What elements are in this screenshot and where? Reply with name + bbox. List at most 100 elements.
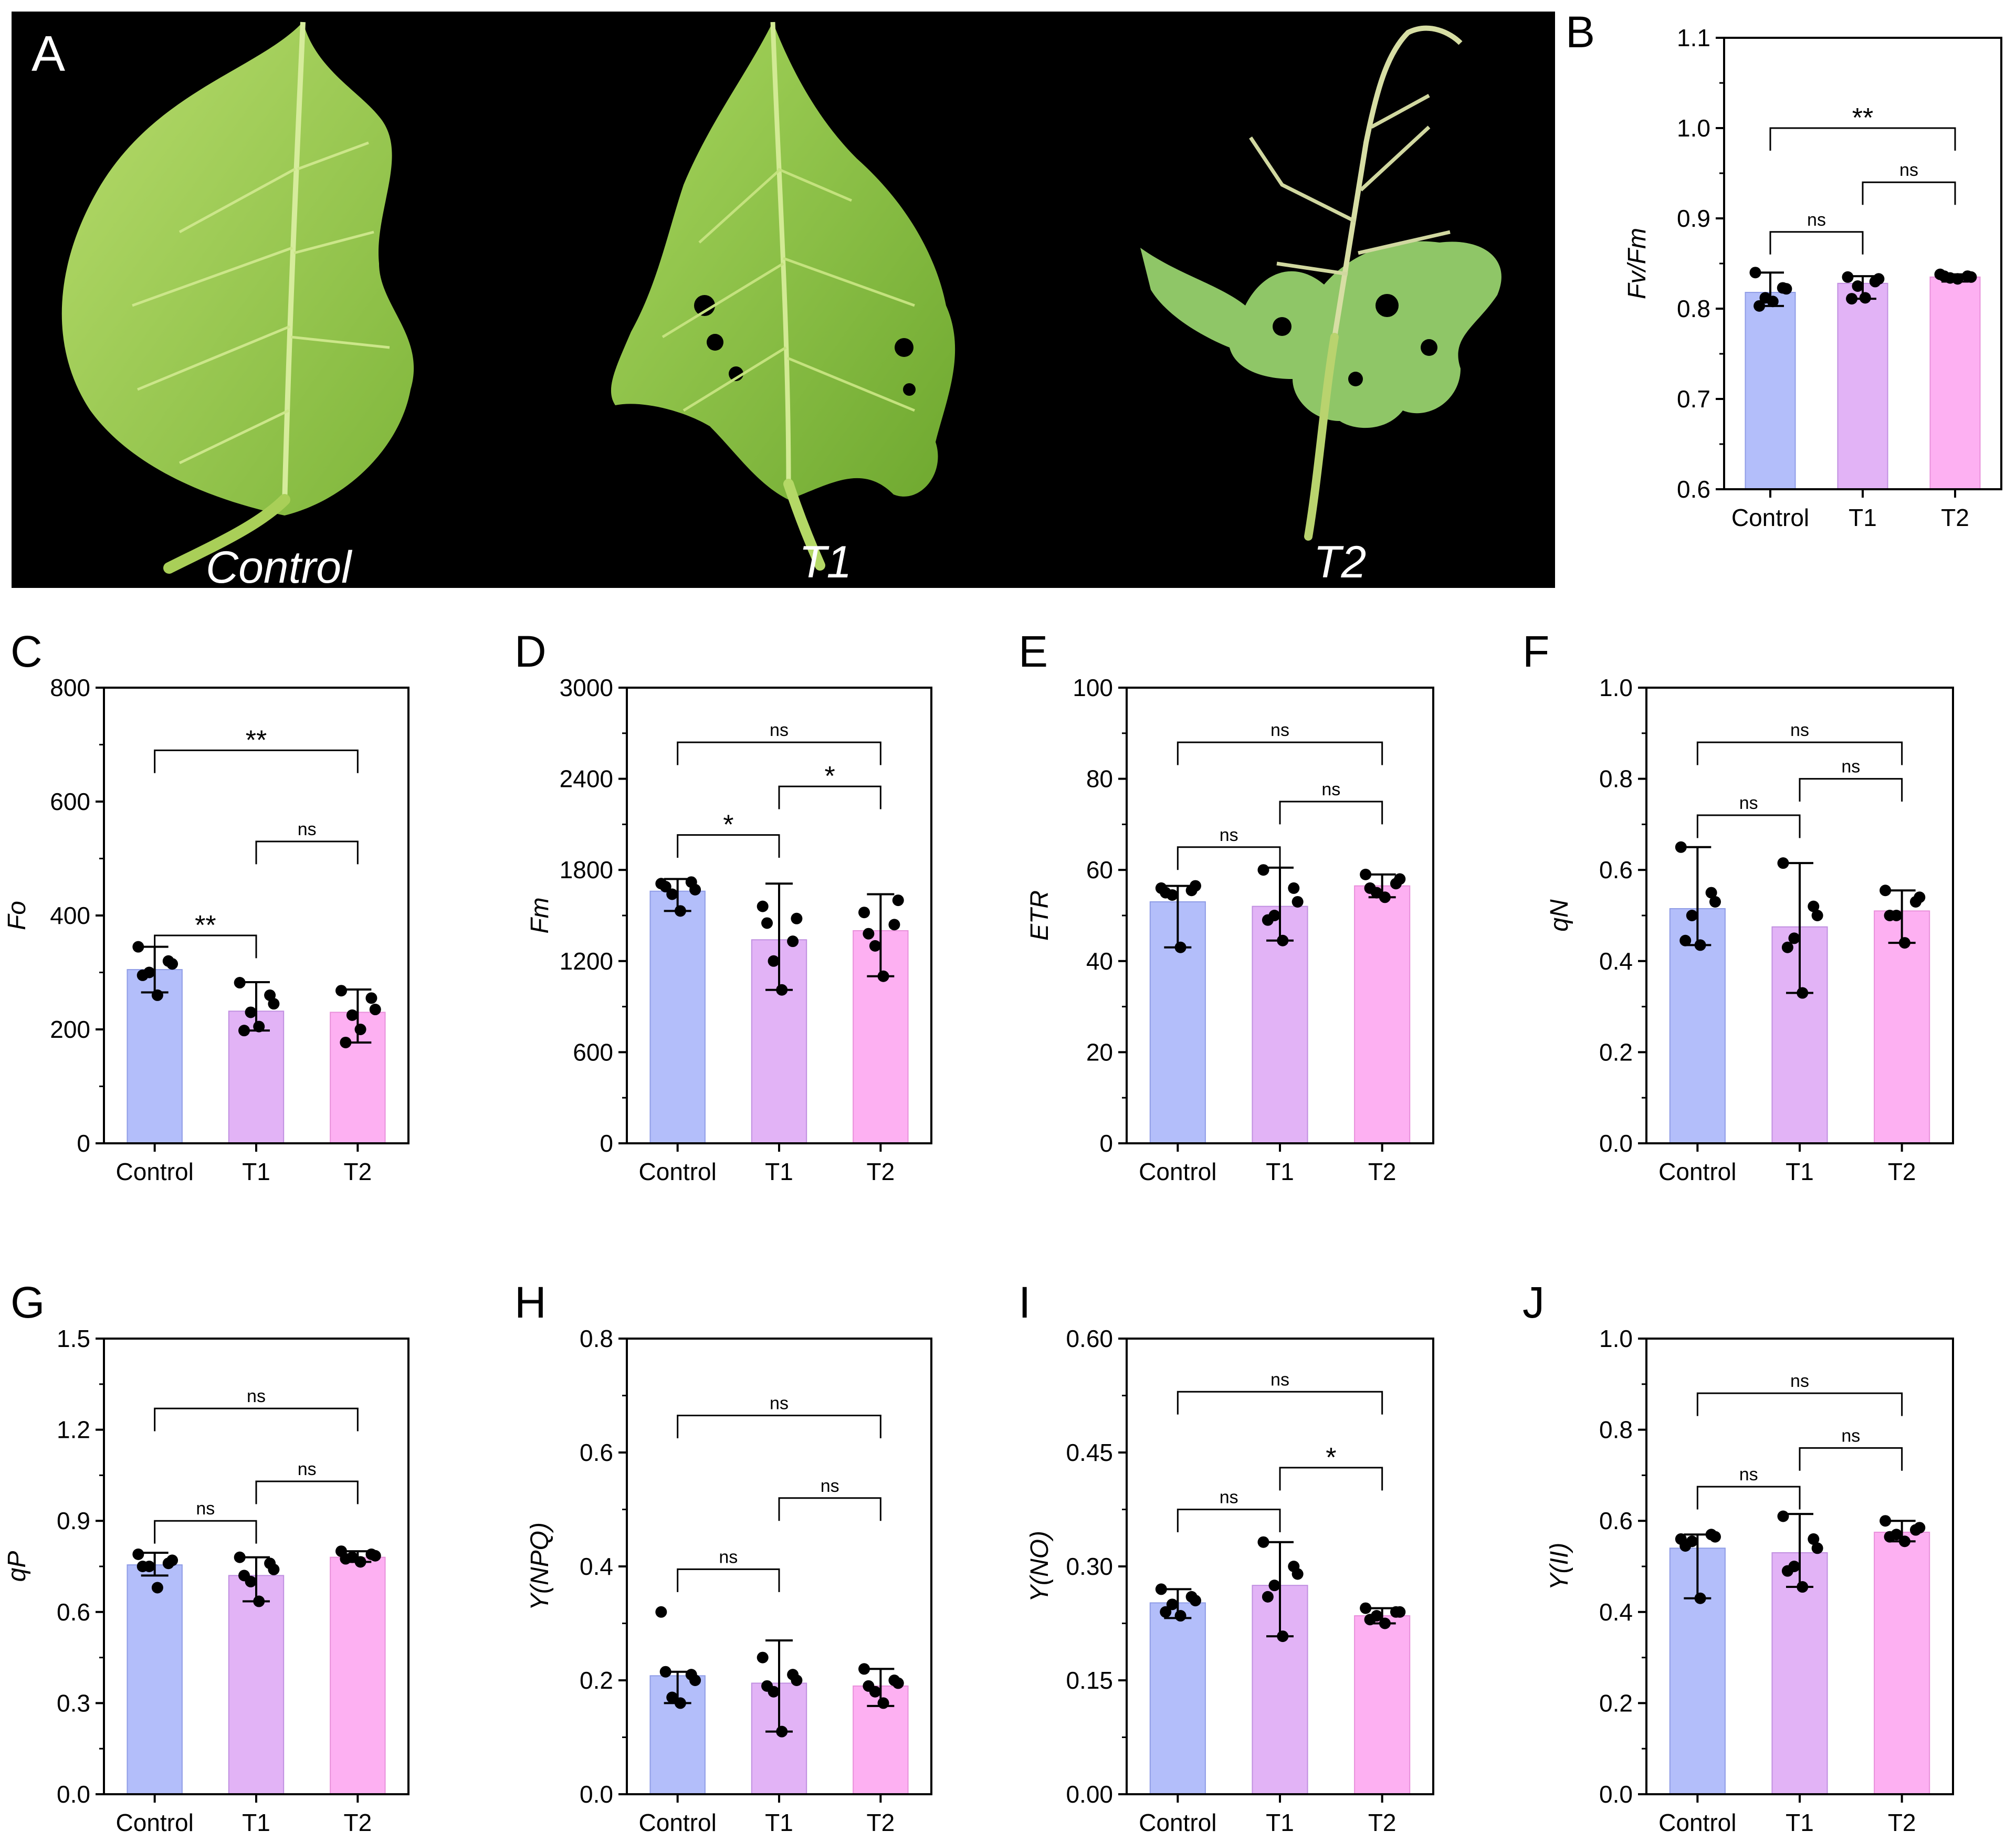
y-tick-label: 0.4 xyxy=(580,1553,613,1580)
panel-letter: J xyxy=(1522,1278,1545,1327)
data-point xyxy=(1277,1630,1289,1643)
data-point xyxy=(1938,270,1950,282)
x-tick-label: T2 xyxy=(1888,1158,1916,1185)
error-bar-control xyxy=(141,1551,169,1577)
y-tick-label: 0.60 xyxy=(1066,1325,1113,1352)
y-tick-label: 20 xyxy=(1086,1038,1113,1066)
data-point xyxy=(655,1606,667,1618)
y-tick-label: 0.9 xyxy=(1677,205,1710,232)
y-tick-label: 0.0 xyxy=(1599,1781,1633,1808)
leaf-label-t1: T1 xyxy=(799,537,852,587)
panel-letter: G xyxy=(10,1278,45,1327)
significance-bracket xyxy=(1177,846,1281,870)
data-point xyxy=(151,1582,163,1594)
y-tick-label: 0.6 xyxy=(57,1598,90,1626)
data-point xyxy=(238,1570,250,1582)
leaf-label-t2: T2 xyxy=(1314,537,1367,587)
significance-bracket xyxy=(255,1480,359,1504)
data-point xyxy=(340,1553,352,1565)
data-point xyxy=(253,1020,265,1033)
significance-bracket xyxy=(255,840,359,865)
data-point xyxy=(1257,864,1269,876)
significance-label: ns xyxy=(770,720,789,740)
y-tick-label: 600 xyxy=(50,788,90,815)
data-point xyxy=(1160,1606,1172,1618)
significance-label: ns xyxy=(1841,757,1860,777)
data-point xyxy=(1767,296,1779,308)
data-point xyxy=(776,1725,788,1738)
data-point xyxy=(1880,1515,1892,1527)
data-point xyxy=(768,955,780,967)
data-point xyxy=(674,1697,686,1709)
x-tick-label: T1 xyxy=(1266,1809,1294,1836)
significance-label: ns xyxy=(1270,720,1289,740)
significance-label: ns xyxy=(298,1459,317,1479)
y-tick-label: 400 xyxy=(50,902,90,929)
data-point xyxy=(689,883,701,896)
significance-bracket xyxy=(1177,1509,1281,1532)
chart-svg: D 0 600 1200 1800 2400 3000 Control T1 T2 Fm * * ns xyxy=(514,627,932,1185)
y-tick-label: 0.4 xyxy=(1599,948,1633,975)
data-point xyxy=(1777,1510,1789,1522)
t2-leaf xyxy=(1140,25,1502,541)
y-tick-label: 0.6 xyxy=(1599,1507,1633,1534)
x-tick-label: T1 xyxy=(242,1158,270,1185)
data-point xyxy=(858,907,870,919)
significance-bracket xyxy=(154,1407,359,1432)
y-axis-label: ETR xyxy=(1026,890,1054,941)
data-point xyxy=(1914,891,1926,903)
data-point xyxy=(1155,1583,1167,1595)
data-point xyxy=(863,1680,875,1692)
significance-bracket xyxy=(677,1414,881,1438)
significance-bracket xyxy=(154,1520,257,1544)
data-point xyxy=(1797,987,1809,999)
data-point xyxy=(892,894,904,907)
y-tick-label: 200 xyxy=(50,1016,90,1043)
y-tick-label: 0.0 xyxy=(580,1781,613,1808)
data-point xyxy=(1709,896,1721,908)
significance-bracket xyxy=(677,1568,780,1592)
y-tick-label: 0.6 xyxy=(580,1439,613,1466)
data-point xyxy=(1846,293,1858,305)
significance-label: ** xyxy=(195,910,216,941)
significance-bracket xyxy=(154,934,257,959)
data-point xyxy=(787,935,799,948)
leaf-illustrations xyxy=(61,22,1502,574)
x-tick-label: T1 xyxy=(1786,1809,1814,1836)
significance-bracket xyxy=(677,741,881,765)
y-axis-label: qN xyxy=(1546,899,1573,932)
significance-label: * xyxy=(825,761,835,792)
data-point xyxy=(1694,939,1706,951)
data-point xyxy=(1379,1617,1391,1629)
chart-panel-J: J 0.0 0.2 0.4 0.6 0.8 1.0 Control T1 T2 Y(II) ns ns n… xyxy=(1512,1270,2016,1839)
data-point xyxy=(1709,1531,1721,1543)
y-axis-label: Y(II) xyxy=(1546,1543,1573,1591)
data-point xyxy=(1174,1610,1186,1622)
data-point xyxy=(136,1561,149,1572)
x-tick-label: Control xyxy=(639,1809,717,1836)
significance-bracket xyxy=(677,834,780,858)
significance-bracket xyxy=(1696,1486,1801,1510)
data-point xyxy=(791,912,803,924)
significance-label: ns xyxy=(821,1476,839,1496)
data-point xyxy=(1880,885,1892,897)
data-point xyxy=(1788,932,1800,944)
data-point xyxy=(136,969,149,981)
y-tick-label: 600 xyxy=(573,1038,613,1066)
data-point xyxy=(1394,873,1406,885)
data-point xyxy=(335,985,348,997)
data-point xyxy=(1262,1591,1274,1603)
x-tick-label: T1 xyxy=(765,1158,793,1185)
data-point xyxy=(1808,900,1820,912)
x-tick-label: Control xyxy=(116,1158,194,1185)
significance-label: ns xyxy=(247,1386,266,1406)
y-tick-label: 1.1 xyxy=(1677,24,1710,51)
bar-control xyxy=(1149,1602,1206,1795)
significance-label: ns xyxy=(1270,1370,1289,1390)
data-point xyxy=(892,1677,904,1689)
chart-panel-D: D 0 600 1200 1800 2400 3000 Control T1 T2 Fm * * ns xyxy=(504,619,1008,1197)
y-tick-label: 80 xyxy=(1086,765,1113,793)
data-point xyxy=(365,992,377,1004)
data-point xyxy=(1292,896,1304,908)
chart-panel-F: F 0.0 0.2 0.4 0.6 0.8 1.0 Control T1 T2 qN ns ns ns xyxy=(1512,619,2016,1197)
